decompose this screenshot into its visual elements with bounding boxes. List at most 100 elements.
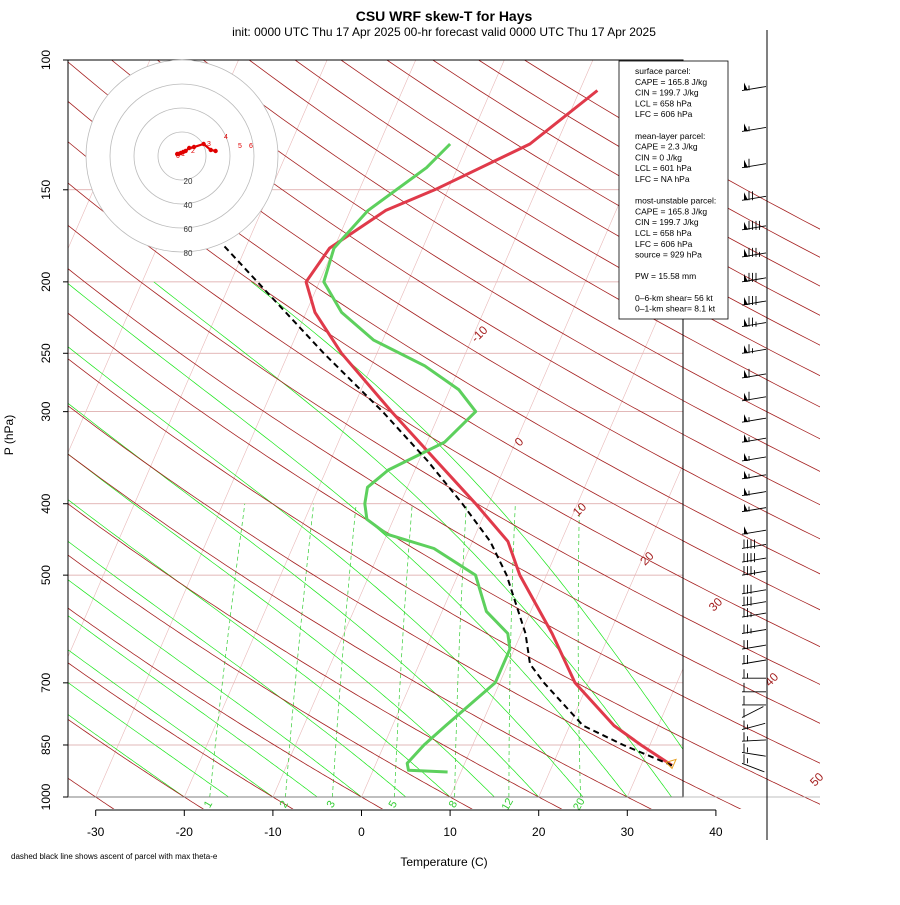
wind-barb bbox=[742, 696, 766, 705]
chart-title: CSU WRF skew-T for Hays bbox=[356, 8, 533, 24]
x-tick-label: 10 bbox=[443, 825, 457, 839]
x-tick-label: -20 bbox=[176, 825, 194, 839]
wind-barb bbox=[742, 608, 766, 617]
wind-barb-shaft bbox=[742, 602, 766, 606]
x-tick-label: 0 bbox=[358, 825, 365, 839]
info-line: CIN = 199.7 J/kg bbox=[635, 88, 699, 98]
wind-barb bbox=[742, 669, 766, 678]
x-tick-label: -30 bbox=[87, 825, 105, 839]
info-line: LCL = 658 hPa bbox=[635, 228, 692, 238]
moist-adiabat bbox=[0, 282, 184, 797]
y-tick-label: 250 bbox=[39, 343, 53, 363]
wind-barb bbox=[742, 414, 766, 422]
moist-adiabat bbox=[0, 282, 494, 797]
hodograph-height-label: 1 bbox=[181, 151, 185, 158]
y-tick-label: 700 bbox=[39, 673, 53, 693]
info-line: LCL = 658 hPa bbox=[635, 98, 692, 108]
wind-barb bbox=[742, 488, 766, 496]
mixing-ratio-label: 1 bbox=[202, 799, 215, 810]
hodograph-ring-label: 60 bbox=[184, 225, 193, 234]
wind-barb bbox=[742, 721, 765, 730]
y-tick-label: 150 bbox=[39, 179, 53, 199]
wind-barb bbox=[742, 566, 766, 575]
wind-barb bbox=[742, 318, 766, 327]
moist-adiabat bbox=[0, 282, 539, 797]
y-tick-label: 850 bbox=[39, 735, 53, 755]
wind-barb bbox=[742, 526, 766, 534]
y-axis-label: P (hPa) bbox=[2, 415, 16, 455]
wind-barb bbox=[742, 585, 766, 594]
wind-barb bbox=[742, 597, 766, 606]
moist-adiabat bbox=[0, 282, 583, 797]
wind-barb-shaft bbox=[742, 629, 766, 633]
y-tick-label: 100 bbox=[39, 50, 53, 70]
moist-adiabat bbox=[0, 282, 362, 797]
moist-adiabat bbox=[0, 282, 229, 797]
wind-barb bbox=[742, 553, 766, 562]
isotherm-label: -10 bbox=[468, 323, 490, 345]
info-line: LFC = 606 hPa bbox=[635, 109, 693, 119]
wind-barb-shaft bbox=[742, 740, 766, 741]
mixing-ratio-line bbox=[578, 504, 580, 797]
wind-barb bbox=[742, 159, 766, 168]
info-line: 0–6-km shear= 56 kt bbox=[635, 293, 713, 303]
wind-barb bbox=[742, 732, 766, 741]
isotherm-label: 10 bbox=[570, 500, 590, 520]
isotherm-label: 40 bbox=[762, 670, 782, 690]
hodograph-point bbox=[213, 149, 217, 153]
wind-barb-shaft bbox=[742, 660, 766, 664]
info-line: CIN = 199.7 J/kg bbox=[635, 217, 699, 227]
y-tick-label: 500 bbox=[39, 565, 53, 585]
info-line: mean-layer parcel: bbox=[635, 131, 705, 141]
wind-barb bbox=[742, 624, 766, 633]
wind-barb-shaft bbox=[742, 544, 766, 548]
x-tick-label: -10 bbox=[264, 825, 282, 839]
wind-barb-shaft bbox=[742, 752, 766, 756]
info-line: CAPE = 165.8 J/kg bbox=[635, 77, 707, 87]
info-line: 0–1-km shear= 8.1 kt bbox=[635, 304, 716, 314]
wind-barb bbox=[742, 754, 764, 772]
info-line: LFC = 606 hPa bbox=[635, 239, 693, 249]
x-axis-label: Temperature (C) bbox=[400, 855, 487, 869]
mixing-ratio-label: 3 bbox=[325, 799, 338, 810]
info-line: LFC = NA hPa bbox=[635, 174, 690, 184]
x-tick-label: 30 bbox=[621, 825, 635, 839]
wind-barb bbox=[742, 296, 766, 305]
hodograph-height-label: 2 bbox=[191, 148, 195, 155]
chart-subtitle: init: 0000 UTC Thu 17 Apr 2025 00-hr for… bbox=[232, 25, 656, 39]
mixing-ratio-line bbox=[286, 504, 314, 797]
wind-barb bbox=[742, 707, 763, 718]
mixing-ratio-line bbox=[455, 504, 467, 797]
wind-barb-shaft bbox=[742, 723, 765, 729]
info-line: CAPE = 165.8 J/kg bbox=[635, 206, 707, 216]
info-line: CIN = 0 J/kg bbox=[635, 152, 682, 162]
hodograph-height-label: 3 bbox=[207, 141, 211, 148]
info-line: CAPE = 2.3 J/kg bbox=[635, 142, 698, 152]
wind-barb-shaft bbox=[742, 590, 766, 594]
isotherm-line bbox=[805, 60, 900, 797]
isotherm-label: 20 bbox=[637, 549, 657, 569]
series-dewpoint-line bbox=[324, 144, 510, 772]
hodograph-height-label: 0 bbox=[176, 153, 180, 160]
hodograph-height-label: 6 bbox=[249, 143, 253, 150]
x-tick-label: 20 bbox=[532, 825, 546, 839]
wind-barb bbox=[742, 743, 766, 756]
y-tick-label: 300 bbox=[39, 401, 53, 421]
info-line: source = 929 hPa bbox=[635, 250, 702, 260]
y-tick-label: 400 bbox=[39, 493, 53, 513]
mixing-ratio-line bbox=[395, 504, 413, 797]
wind-barb bbox=[742, 471, 766, 479]
isotherm-label: 30 bbox=[706, 595, 726, 615]
y-tick-label: 200 bbox=[39, 272, 53, 292]
hodograph-point bbox=[209, 148, 213, 152]
wind-barb-shaft bbox=[742, 707, 763, 718]
wind-barb-shaft bbox=[742, 558, 766, 562]
mixing-ratio-label: 5 bbox=[387, 799, 400, 810]
wind-barb bbox=[742, 453, 766, 461]
wind-barb bbox=[742, 83, 766, 91]
wind-barb-shaft bbox=[742, 613, 766, 617]
